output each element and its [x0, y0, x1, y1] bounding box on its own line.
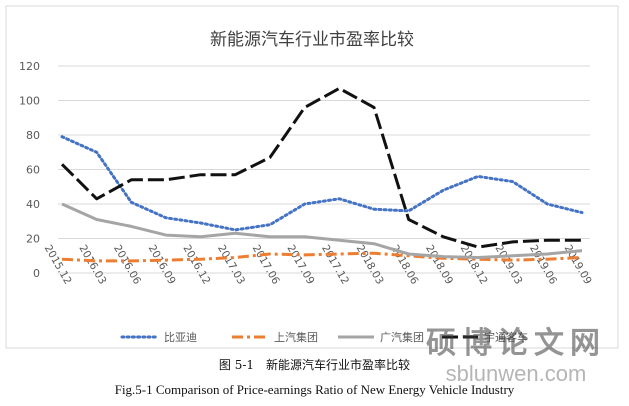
data-point [512, 255, 514, 257]
data-point [373, 252, 375, 254]
data-point [547, 203, 549, 205]
data-point [443, 236, 445, 238]
series-line-4 [60, 86, 582, 249]
figure-caption-chinese: 图 5-1 新能源汽车行业市盈率比较 [218, 358, 411, 372]
data-point [512, 241, 514, 243]
data-point [339, 253, 341, 255]
data-point [269, 224, 271, 226]
figure-caption-english: Fig.5-1 Comparison of Price-earnings Rat… [114, 382, 515, 397]
data-point [200, 174, 202, 176]
series-lines [60, 86, 584, 263]
gridlines [58, 65, 590, 274]
y-axis-ticks: 0 20 40 60 80 100 120 [19, 60, 40, 280]
data-point [581, 250, 583, 252]
data-point [269, 157, 271, 159]
data-point [547, 258, 549, 260]
legend-label: 宇通客车 [484, 330, 528, 344]
data-point [339, 88, 341, 90]
data-point [269, 236, 271, 238]
data-point [339, 239, 341, 241]
data-point [131, 202, 133, 204]
data-point [165, 217, 167, 219]
y-tick-label: 100 [19, 95, 40, 108]
data-point [131, 260, 133, 262]
data-point [443, 256, 445, 258]
series-line-3 [61, 202, 583, 259]
data-point [443, 189, 445, 191]
data-point [408, 210, 410, 212]
series-line-1 [60, 135, 584, 232]
series-line-2 [61, 251, 583, 263]
data-point [477, 257, 479, 259]
legend-label: 广汽集团 [380, 330, 424, 344]
data-point [235, 174, 237, 176]
data-point [96, 198, 98, 200]
legend: 比亚迪 上汽集团 广汽集团 宇通客车 [120, 330, 528, 344]
data-point [512, 181, 514, 183]
data-point [269, 253, 271, 255]
data-point [304, 236, 306, 238]
data-point [165, 179, 167, 181]
data-point [96, 219, 98, 221]
data-point [408, 219, 410, 221]
data-point [165, 234, 167, 236]
data-point [200, 222, 202, 224]
data-point [61, 164, 63, 166]
data-point [373, 208, 375, 210]
data-point [477, 246, 479, 248]
y-tick-label: 80 [26, 129, 40, 142]
data-point [61, 136, 63, 138]
data-point [547, 239, 549, 241]
data-point [373, 243, 375, 245]
data-point [131, 179, 133, 181]
y-tick-label: 20 [26, 233, 40, 246]
data-point [339, 198, 341, 200]
data-point [373, 107, 375, 109]
data-point [581, 239, 583, 241]
chart-area-border [5, 5, 619, 349]
data-point [235, 257, 237, 259]
data-point [200, 236, 202, 238]
data-point [96, 260, 98, 262]
data-point [61, 203, 63, 205]
data-point [581, 212, 583, 214]
data-point [581, 257, 583, 259]
data-point [512, 259, 514, 261]
data-point [304, 107, 306, 109]
y-tick-label: 60 [26, 164, 40, 177]
data-point [408, 253, 410, 255]
y-tick-label: 40 [26, 198, 40, 211]
data-point [547, 253, 549, 255]
legend-label: 上汽集团 [274, 330, 318, 344]
data-point [235, 233, 237, 235]
data-point [304, 203, 306, 205]
y-tick-label: 120 [19, 60, 40, 73]
data-point [477, 176, 479, 178]
y-tick-label: 0 [33, 267, 40, 280]
legend-label: 比亚迪 [164, 331, 197, 344]
data-point [165, 259, 167, 261]
data-point [200, 258, 202, 260]
data-point [96, 152, 98, 154]
data-point [304, 254, 306, 256]
data-point [61, 258, 63, 260]
chart-title: 新能源汽车行业市盈率比较 [210, 30, 414, 50]
data-point [235, 229, 237, 231]
data-point [131, 226, 133, 228]
